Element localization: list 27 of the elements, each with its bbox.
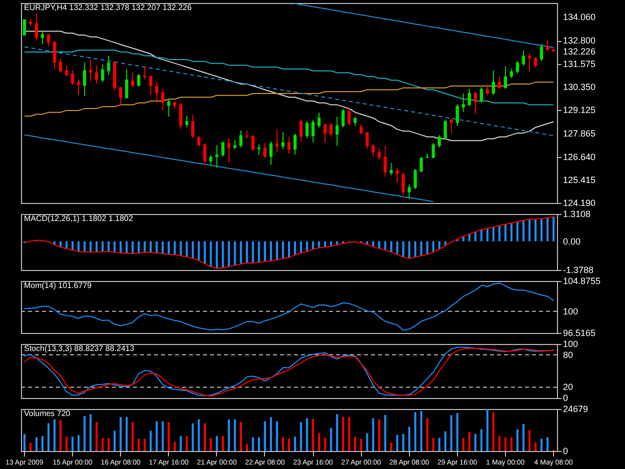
y-tick-label: 129.125 — [563, 104, 596, 115]
y-tick-label: 96.5165 — [563, 328, 596, 338]
y-tick-label: 132.800 — [563, 36, 596, 46]
y-tick-label: 24679 — [563, 404, 588, 414]
y-tick-label: 126.640 — [563, 152, 596, 162]
y-tick-label: 131.575 — [563, 58, 596, 69]
y-tick-label: 0.00 — [563, 236, 581, 246]
y-tick-label: 20 — [563, 382, 574, 392]
chart-title: Mom(14) 101.6779 — [24, 281, 92, 290]
y-tick-label: 0 — [563, 393, 568, 403]
chart-title: MACD(12,26,1) 1.1802 1.1802 — [24, 214, 134, 223]
y-tick-label: 125.415 — [563, 174, 596, 185]
y-tick-label: 100 — [563, 339, 578, 349]
y-tick-label: 130.350 — [563, 82, 596, 92]
chart-title: Volumes 720 — [24, 409, 71, 418]
y-tick-label: 0 — [563, 446, 568, 456]
y-tick-label: 124.190 — [563, 198, 596, 208]
y-tick-label: -1.3788 — [563, 265, 594, 275]
y-tick-label: 127.865 — [563, 128, 596, 139]
y-tick-label: 132.226 — [563, 46, 596, 57]
y-tick-label: 100 — [563, 306, 578, 316]
chart-title: Stoch(13,3,3) 88.8237 88.2413 — [24, 344, 135, 353]
chart-title: EURJPY,H4 132.332 132.378 132.207 132.226 — [24, 3, 192, 12]
y-tick-label: 134.060 — [563, 12, 596, 22]
y-tick-label: 80 — [563, 350, 574, 360]
y-tick-label: 1.3108 — [563, 209, 591, 219]
y-tick-label: 104.8755 — [563, 276, 601, 286]
